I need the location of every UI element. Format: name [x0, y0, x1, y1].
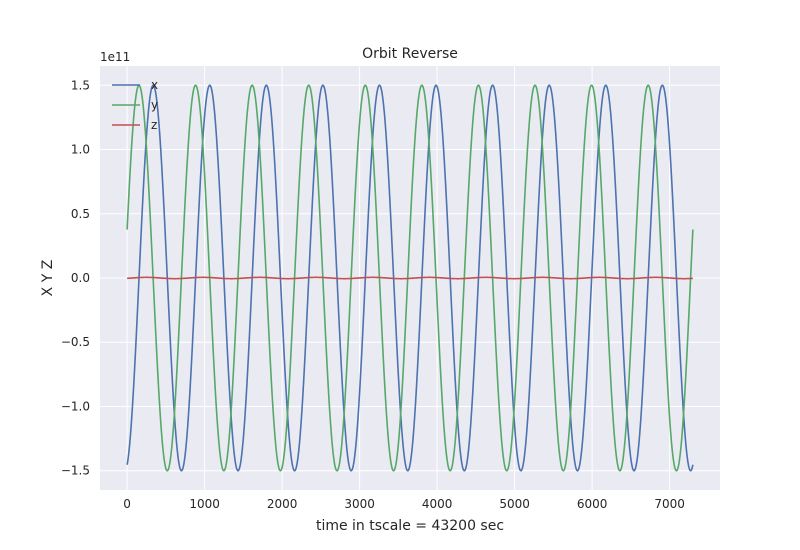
y-tick-label: 1.5 [71, 78, 90, 92]
legend-label-z: z [151, 118, 157, 132]
legend-label-x: x [151, 78, 158, 92]
y-tick-label: −0.5 [61, 335, 90, 349]
x-tick-label: 4000 [422, 497, 453, 511]
series-line-y [126, 84, 694, 472]
x-tick-label: 3000 [344, 497, 375, 511]
x-tick-label: 2000 [267, 497, 298, 511]
y-tick-label: −1.0 [61, 399, 90, 413]
x-tick-label: 7000 [654, 497, 685, 511]
y-tick-label: 0.0 [71, 271, 90, 285]
legend-label-y: y [151, 98, 158, 112]
y-tick-labels: −1.5 −1.0 −0.5 0.0 0.5 1.0 1.5 [61, 78, 90, 477]
series-lines [126, 84, 694, 472]
y-tick-label: 1.0 [71, 143, 90, 157]
x-tick-labels: 0 1000 2000 3000 4000 5000 6000 7000 [123, 497, 685, 511]
x-tick-label: 6000 [577, 497, 608, 511]
x-tick-label: 1000 [189, 497, 220, 511]
x-tick-label: 5000 [499, 497, 530, 511]
y-offset-text: 1e11 [100, 50, 130, 64]
y-axis-label: X Y Z [40, 260, 56, 297]
x-axis-label: time in tscale = 43200 sec [316, 518, 504, 534]
series-line-z [127, 276, 693, 280]
legend: xyz [112, 78, 158, 132]
y-tick-label: 0.5 [71, 207, 90, 221]
x-tick-label: 0 [123, 497, 131, 511]
chart-title: Orbit Reverse [362, 46, 458, 62]
y-tick-label: −1.5 [61, 464, 90, 478]
